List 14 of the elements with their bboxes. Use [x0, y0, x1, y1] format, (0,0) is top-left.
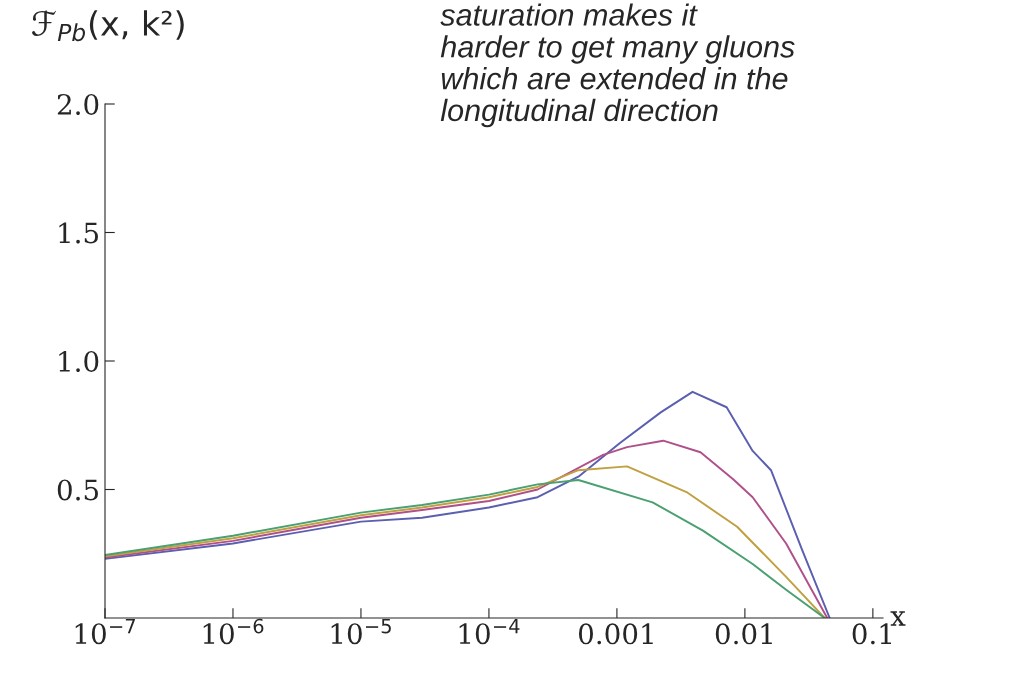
x-tick-label: 10$^{−4}$ [459, 618, 520, 645]
y-tick-label: 2.0 [57, 93, 99, 115]
x-tick-label: 0.001 [578, 623, 653, 645]
y-tick-label: 0.5 [57, 479, 98, 501]
x-tick-label: 0.01 [715, 623, 772, 645]
y-tick-label: 1.5 [59, 222, 98, 244]
x-axis-title: x [890, 611, 906, 626]
x-tick-label: 10$^{−7}$ [75, 618, 135, 645]
annotation: saturation makes it harder to get many gluons which are extended in the longitudinal direction [440, 3, 795, 128]
x-tick-label: 10$^{−5}$ [331, 618, 391, 645]
y-tick-label: 1.0 [59, 350, 99, 372]
y-axis-title: ℱ$_{Pb}$(x, k²) [32, 10, 184, 42]
x-tick-label: 10$^{−6}$ [203, 618, 264, 645]
x-tick-label: 0.1 [852, 623, 892, 645]
